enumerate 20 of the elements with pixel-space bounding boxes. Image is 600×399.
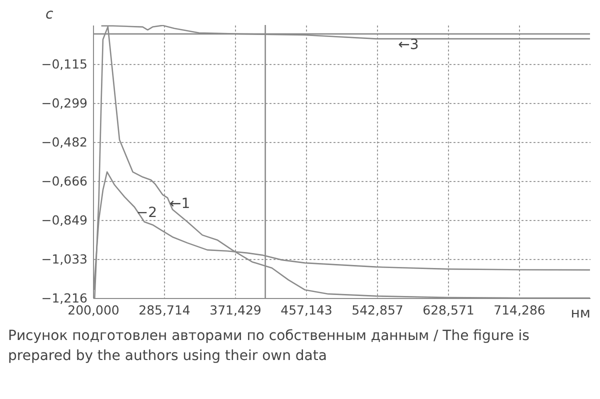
annotation: ←3 [398,36,419,53]
annotation: ←1 [170,196,190,212]
y-tick-label: −0,849 [41,212,88,228]
y-tick-label: −0,299 [41,96,88,111]
y-tick-label: −0,115 [41,56,88,72]
y-axis-title: c [46,6,54,22]
y-tick-label: −1,033 [41,252,88,267]
x-axis-title: нм [570,306,590,322]
x-tick-label: 200,000 [68,302,120,318]
x-tick-label: 285,714 [138,302,190,318]
y-tick-label: −0,666 [41,174,88,189]
y-tick-label: −1,216 [41,290,88,306]
text: Рисунок подготовлен авторами по собственным данным / The figure is prepared by the authors using their own data [8,327,530,366]
x-tick-label: 371,429 [210,302,262,318]
x-tick-label: 628,571 [422,302,474,318]
annotation: −2 [136,205,158,221]
x-tick-label: 542,857 [352,302,404,318]
x-tick-label: 457,143 [280,302,332,318]
y-tick-label: −0,482 [41,134,88,150]
x-tick-label: 714,286 [494,302,546,318]
